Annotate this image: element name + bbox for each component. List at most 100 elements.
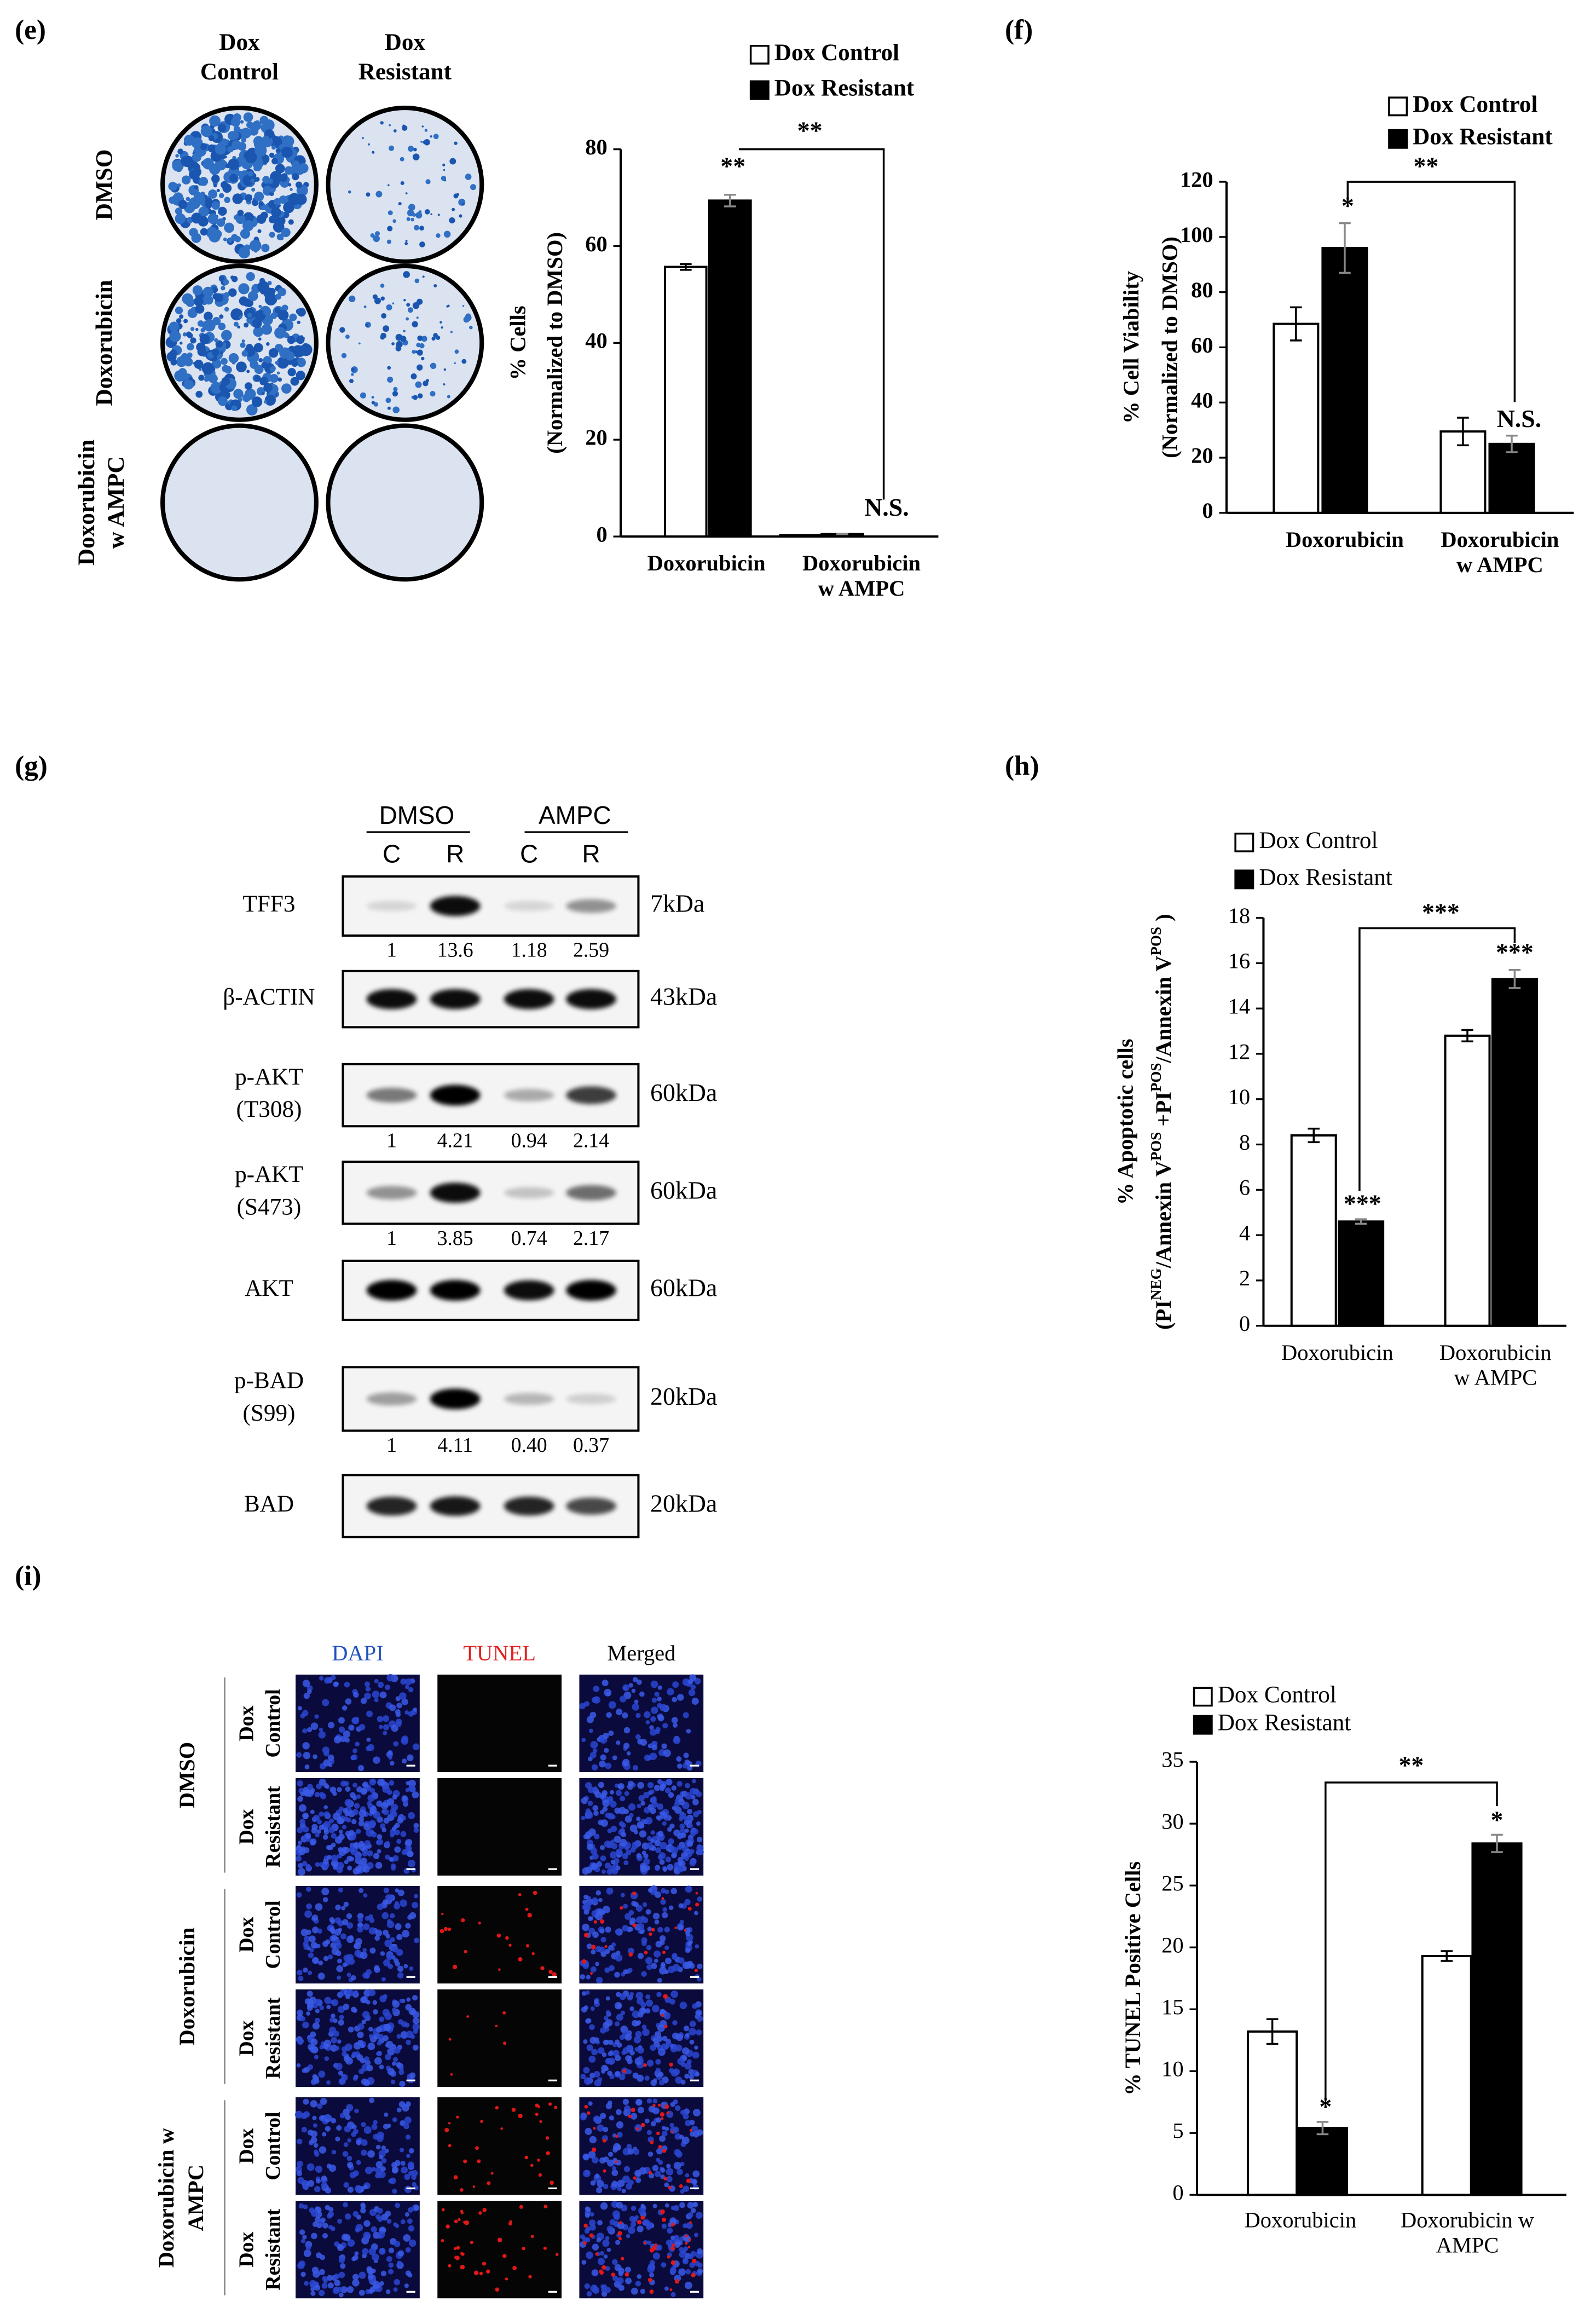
- nucleus: [657, 1803, 664, 1810]
- nucleus: [687, 2202, 694, 2209]
- colony: [208, 189, 218, 199]
- colony: [268, 348, 279, 358]
- colony: [388, 184, 390, 187]
- nucleus: [302, 2068, 307, 2073]
- nucleus: [662, 1912, 668, 1919]
- nucleus: [644, 2075, 650, 2081]
- nucleus: [595, 1946, 602, 1952]
- tunel-spot: [670, 2223, 675, 2227]
- nucleus: [685, 1828, 689, 1833]
- nucleus: [298, 2260, 306, 2268]
- nucleus: [625, 2277, 632, 2285]
- colony: [194, 142, 199, 147]
- nucleus: [371, 1779, 375, 1784]
- colony: [175, 207, 183, 215]
- nucleus: [664, 2203, 669, 2208]
- tunel-spot: [685, 2234, 688, 2238]
- nucleus: [692, 2131, 699, 2138]
- nucleus: [646, 1945, 652, 1951]
- nucleus: [297, 2138, 303, 2145]
- nucleus: [396, 1934, 403, 1940]
- nucleus: [405, 2247, 411, 2253]
- tunel-spot: [640, 2215, 645, 2220]
- nucleus: [677, 1866, 684, 1873]
- nucleus: [338, 2257, 345, 2264]
- quant-label: 2.59: [573, 938, 609, 961]
- nucleus: [304, 2180, 309, 2185]
- nucleus: [302, 1728, 308, 1734]
- nucleus: [637, 1781, 644, 1789]
- nucleus: [668, 1792, 674, 1798]
- colony: [213, 356, 218, 361]
- nucleus: [603, 2126, 609, 2132]
- error-bar: [1355, 1218, 1367, 1225]
- nucleus: [686, 2059, 692, 2064]
- colony: [263, 310, 268, 315]
- tunel-spot: [535, 2112, 539, 2116]
- scale-bar: [406, 1976, 415, 1978]
- nucleus: [586, 2226, 591, 2231]
- colony: [179, 314, 184, 319]
- nucleus: [689, 1860, 696, 1867]
- error-bar: [1308, 1127, 1320, 1144]
- nucleus: [616, 1848, 623, 1855]
- colony: [395, 345, 402, 351]
- nucleus: [582, 2236, 588, 2242]
- nucleus: [663, 2012, 671, 2020]
- tunel-spot: [458, 2218, 461, 2221]
- tunel-spot: [670, 2130, 674, 2133]
- nucleus: [374, 1935, 380, 1941]
- nucleus: [333, 1736, 342, 1744]
- nucleus: [654, 1785, 661, 1791]
- colony: [419, 343, 425, 349]
- tunel-spot: [674, 2279, 679, 2284]
- y-tick-label: 0: [1239, 1311, 1250, 1336]
- size-label: 20kDa: [650, 1490, 717, 1518]
- tunel-spot: [500, 2127, 504, 2130]
- band: [366, 989, 417, 1009]
- band: [430, 896, 481, 916]
- nucleus: [624, 2266, 632, 2273]
- nucleus: [637, 1803, 641, 1809]
- nucleus: [593, 1696, 600, 1704]
- nucleus: [673, 2205, 680, 2211]
- colony: [413, 147, 417, 152]
- nucleus: [403, 2234, 411, 2242]
- colony: [407, 307, 413, 313]
- y-tick-label: 8: [1239, 1130, 1250, 1155]
- colony: [239, 296, 248, 306]
- colony: [187, 343, 194, 351]
- colony: [258, 304, 262, 308]
- colony: [391, 342, 395, 345]
- scale-bar: [406, 2079, 415, 2081]
- nucleus: [656, 2158, 661, 2162]
- nucleus: [605, 2010, 611, 2015]
- legend-label: Dox Control: [1218, 1682, 1337, 1707]
- nucleus: [610, 1946, 615, 1951]
- nucleus: [675, 2033, 684, 2041]
- tunel-spot: [670, 2246, 675, 2251]
- tunel-spot: [490, 2172, 494, 2175]
- colony: [169, 321, 180, 332]
- nucleus: [641, 1941, 647, 1946]
- nucleus: [615, 1929, 621, 1935]
- category-text: Doxorubicin w AMPC: [1439, 1342, 1552, 1392]
- colony: [202, 158, 214, 170]
- nucleus: [587, 1916, 593, 1921]
- micrograph: [437, 1989, 562, 2087]
- colony: [178, 200, 188, 209]
- nucleus: [622, 1853, 628, 1860]
- protein-label: BAD: [244, 1491, 294, 1517]
- nucleus: [405, 1678, 412, 1686]
- nucleus: [331, 2014, 336, 2018]
- nucleus: [678, 1957, 685, 1964]
- nucleus: [652, 2252, 661, 2260]
- nucleus: [584, 2283, 590, 2289]
- colony: [247, 313, 252, 318]
- colony: [214, 338, 218, 343]
- nucleus: [603, 2254, 608, 2259]
- tunel-spot: [472, 2185, 476, 2188]
- nucleus: [689, 2074, 694, 2080]
- nucleus: [392, 2057, 398, 2062]
- nucleus: [696, 2010, 702, 2016]
